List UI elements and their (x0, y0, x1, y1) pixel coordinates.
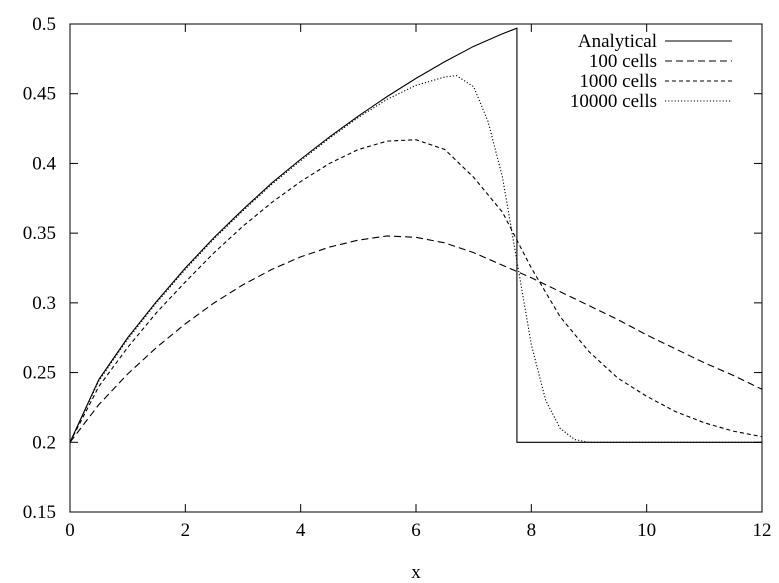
x-tick-label: 6 (411, 520, 421, 541)
x-tick-label: 8 (527, 520, 537, 541)
y-tick-label: 0.2 (32, 432, 56, 453)
x-tick-label: 2 (181, 520, 191, 541)
series-line-100-cells (69, 235, 763, 443)
series-line-analytical (69, 27, 762, 443)
legend-label: Analytical (578, 31, 657, 52)
y-tick-label: 0.3 (32, 293, 56, 314)
x-tick-label: 0 (65, 520, 75, 541)
x-axis-label: x (411, 562, 421, 583)
plot-frame (69, 23, 763, 513)
x-tick-label: 12 (753, 520, 772, 541)
series-line-1000-cells (69, 139, 763, 443)
y-tick-label: 0.5 (32, 14, 56, 35)
y-tick-label: 0.35 (23, 223, 56, 244)
y-tick-label: 0.15 (23, 502, 56, 523)
ticks: 0 2 4 6 8 10 12 0.15 0.2 0.25 0.3 0.35 0.4 0.45 0.5 (23, 14, 772, 541)
y-tick-label: 0.45 (23, 84, 56, 105)
legend-label: 1000 cells (579, 71, 657, 92)
series-layer (69, 27, 763, 443)
y-tick-label: 0.25 (23, 363, 56, 384)
x-tick-label: 10 (637, 520, 656, 541)
y-tick-label: 0.4 (32, 153, 56, 174)
x-tick-label: 4 (296, 520, 306, 541)
legend-label: 10000 cells (570, 91, 657, 112)
legend-label: 100 cells (589, 51, 657, 72)
series-line-10000-cells (69, 75, 762, 443)
